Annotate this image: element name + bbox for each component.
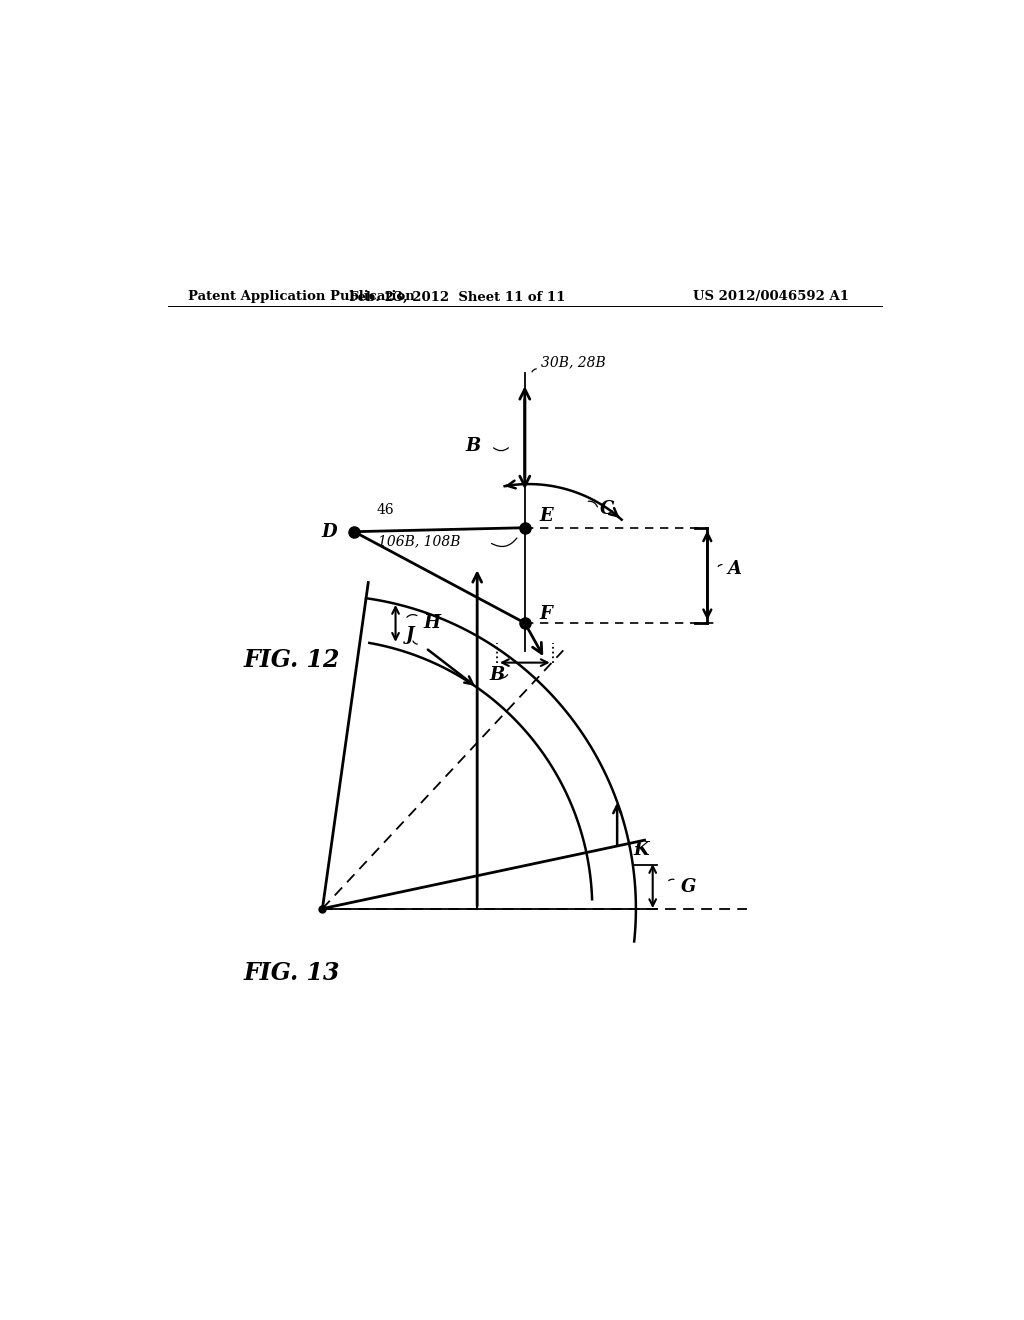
Text: FIG. 13: FIG. 13 <box>243 961 340 985</box>
Text: H: H <box>423 614 440 632</box>
Text: G: G <box>681 878 696 896</box>
Text: J: J <box>406 626 415 644</box>
Text: FIG. 12: FIG. 12 <box>243 648 340 672</box>
Text: 46: 46 <box>377 503 394 517</box>
Text: Patent Application Publication: Patent Application Publication <box>187 290 415 304</box>
Text: US 2012/0046592 A1: US 2012/0046592 A1 <box>693 290 849 304</box>
Text: A: A <box>727 560 741 578</box>
Text: E: E <box>539 507 553 525</box>
Text: Feb. 23, 2012  Sheet 11 of 11: Feb. 23, 2012 Sheet 11 of 11 <box>349 290 565 304</box>
Text: C: C <box>600 499 614 517</box>
Text: F: F <box>539 605 552 623</box>
Text: 106B, 108B: 106B, 108B <box>378 535 461 548</box>
Text: 30B, 28B: 30B, 28B <box>541 355 605 370</box>
Text: B: B <box>489 667 505 684</box>
Text: B: B <box>466 437 481 455</box>
Text: D: D <box>322 523 337 541</box>
Text: K: K <box>633 841 648 859</box>
